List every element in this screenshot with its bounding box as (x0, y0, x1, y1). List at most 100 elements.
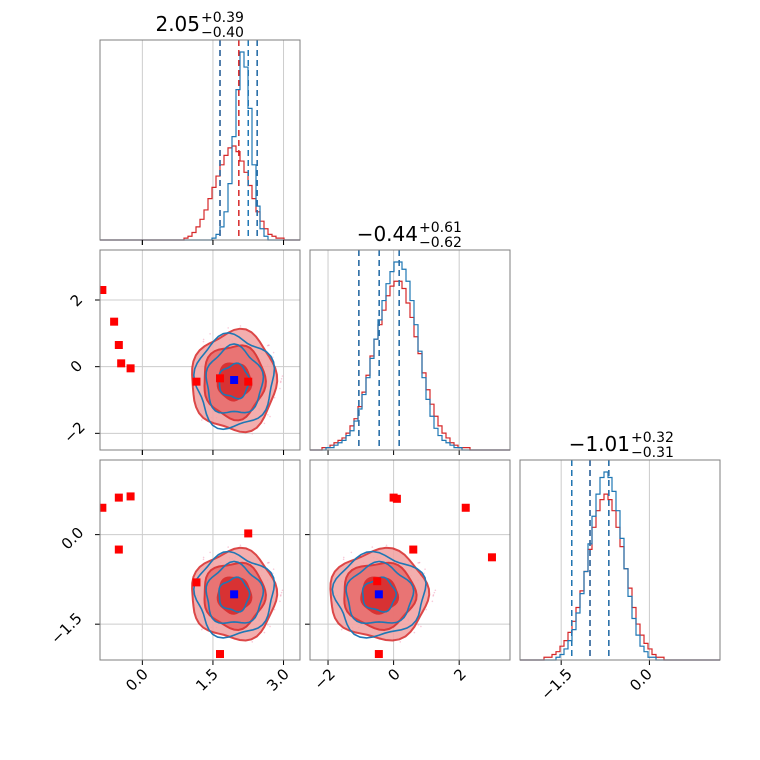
blue-contour-level (361, 576, 398, 613)
sample-dot (423, 572, 425, 575)
contour-panel-p0_p2 (95, 459, 301, 665)
sample-dot (424, 568, 426, 570)
sample-dot (413, 631, 416, 634)
blue-contour-level (205, 343, 265, 414)
x-tick-labels-param-2: −1.5 0.0 (537, 665, 655, 703)
title-2-minus: −0.31 (631, 445, 674, 461)
sample-dot (420, 625, 422, 628)
sample-dot (279, 595, 282, 597)
y-tick-labels-row-2: −1.5 0.0 (47, 524, 87, 648)
blue-contour-level (218, 576, 251, 613)
sample-dot (200, 628, 203, 631)
title-0-value: 2.05 (155, 12, 200, 36)
sample-dot (202, 556, 205, 559)
sample-dot (342, 558, 345, 561)
x-tick-label: −2 (310, 665, 338, 693)
red-marker (192, 578, 201, 587)
red-marker (244, 377, 253, 386)
panel-frame (99, 249, 301, 451)
sample-dot (434, 589, 437, 592)
sample-dot (227, 327, 229, 329)
x-tick-label: 1.5 (192, 665, 222, 695)
sample-dot (399, 641, 402, 643)
sample-dot (342, 556, 345, 559)
red-marker (114, 545, 123, 554)
sample-dot (340, 628, 343, 631)
panel-frame (99, 39, 301, 241)
title-param-0: 2.05 +0.39 −0.40 (155, 10, 243, 41)
sample-dot (272, 568, 275, 570)
sample-dot (431, 600, 434, 603)
sample-dot (273, 608, 276, 611)
title-1-value: −0.44 (357, 222, 418, 246)
sample-dot (279, 600, 281, 603)
sample-dot (266, 344, 269, 347)
sample-dot (432, 595, 435, 597)
sample-dot (251, 432, 254, 435)
red-marker (126, 364, 135, 373)
blue-marker (230, 376, 239, 384)
red-marker (244, 529, 253, 538)
red-marker (114, 493, 123, 502)
sample-dot (269, 415, 271, 418)
red-marker (110, 317, 119, 326)
sample-dot (263, 422, 266, 425)
red-marker (392, 494, 401, 503)
red-marker (374, 650, 383, 659)
red-marker (487, 553, 496, 562)
red-marker (100, 503, 107, 512)
x-tick-label: −1.5 (537, 665, 575, 703)
panel-frame (309, 459, 511, 661)
contour-panel-p0_p1 (95, 249, 301, 455)
y-tick-label: −2 (60, 418, 88, 446)
sample-dot (227, 546, 229, 548)
y-tick-label: −1.5 (47, 609, 85, 647)
sample-dot (371, 546, 374, 548)
sample-dot (268, 344, 270, 346)
title-1-plus: +0.61 (419, 220, 462, 236)
histogram-panel-0 (99, 39, 301, 245)
title-param-2: −1.01 +0.32 −0.31 (569, 430, 674, 461)
sample-dot (202, 340, 205, 343)
sample-dot (263, 631, 266, 634)
blue-histogram (520, 471, 720, 661)
x-tick-label: 2 (450, 665, 469, 684)
sample-dot (417, 562, 419, 564)
y-tick-label: 0.0 (58, 524, 88, 554)
sample-dot (202, 558, 205, 561)
red-marker (100, 286, 107, 294)
sample-dot (417, 624, 420, 626)
sample-dot (280, 591, 283, 594)
histogram-panel-1 (309, 249, 511, 455)
red-marker (461, 503, 470, 512)
x-tick-label: 0.0 (626, 665, 656, 695)
contour-plot-area (100, 286, 284, 435)
blue-histogram (310, 261, 510, 451)
sample-dot (202, 338, 205, 341)
blue-contour-level (345, 560, 415, 625)
sample-dot (267, 624, 269, 626)
red-marker (114, 341, 123, 349)
x-tick-labels-param-0: 0.0 1.5 3.0 (122, 665, 293, 695)
sample-dot (239, 544, 242, 547)
sample-dot (209, 551, 211, 554)
red-marker (216, 374, 224, 383)
x-tick-labels-param-1: −2 0 2 (310, 665, 469, 693)
sample-dot (433, 591, 436, 594)
sample-dot (268, 561, 270, 564)
title-param-1: −0.44 +0.61 −0.62 (357, 220, 462, 251)
blue-contour-level (331, 550, 427, 639)
red-marker (126, 492, 135, 501)
red-marker (117, 359, 126, 368)
sample-dot (209, 333, 211, 335)
sample-dot (269, 625, 271, 628)
title-2-value: −1.01 (569, 432, 630, 456)
red-marker (409, 545, 418, 554)
title-0-plus: +0.39 (201, 10, 244, 26)
sample-dot (385, 544, 388, 547)
sample-dot (273, 396, 276, 399)
blue-marker (374, 590, 383, 599)
sample-dot (266, 562, 269, 564)
red-marker (192, 377, 201, 386)
